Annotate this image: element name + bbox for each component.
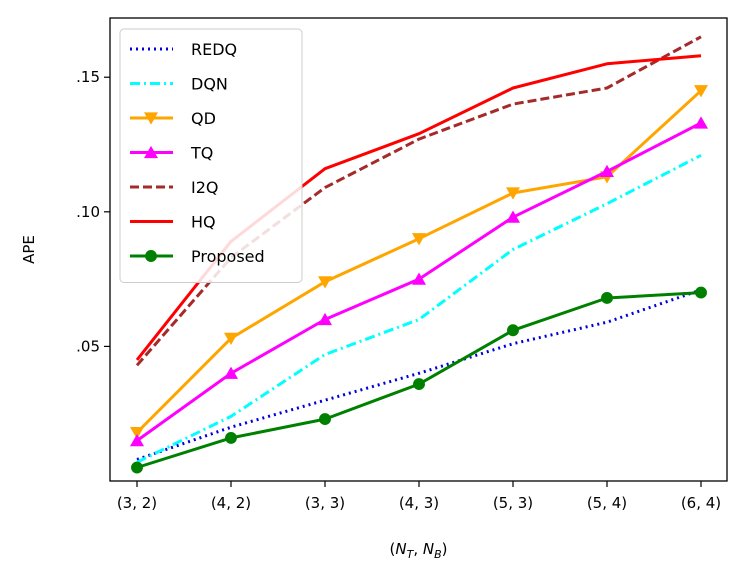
legend-label-hq: HQ [191,213,216,232]
series-redq [136,288,702,461]
y-tick-label: .05 [76,337,100,355]
legend-label-dqn: DQN [191,75,228,94]
legend-label-i2q: I2Q [191,178,219,197]
x-tick-label: (5, 3) [493,494,533,512]
data-point-tq [318,312,332,326]
x-tick-label: (4, 3) [399,494,439,512]
data-point-tq [506,210,520,223]
data-point-proposed [225,431,237,444]
data-point-qd [318,276,332,289]
series-i2q [135,35,702,367]
x-tick-label: (3, 2) [117,494,157,512]
y-tick-label: .10 [76,203,100,221]
legend-item-redq: REDQ [130,40,237,59]
data-point-proposed [601,292,613,304]
data-point-tq [412,272,426,285]
legend-label-qd: QD [191,109,216,128]
data-point-qd [506,187,520,200]
legend-item-hq: HQ [130,213,216,232]
x-axis-label: (NT, NB) [389,540,447,561]
data-point-tq [600,164,614,178]
x-tick-label: (4, 2) [211,494,251,512]
data-point-proposed [695,286,707,299]
data-point-proposed [131,461,143,474]
data-point-qd [130,426,144,440]
data-point-proposed [319,413,331,426]
data-point-tq [130,433,144,447]
series-line-i2q [135,35,702,367]
legend-item-i2q: I2Q [130,178,219,197]
series-dqn [136,153,702,464]
legend-marker-qd [144,112,158,125]
legend-item-qd: QD [130,109,216,128]
data-point-proposed [507,324,519,337]
legend-label-tq: TQ [190,144,213,163]
legend-marker-tq [144,145,158,159]
data-point-tq [224,366,238,379]
x-tick-label: (3, 3) [305,494,345,512]
data-point-tq [694,116,708,129]
legend-box [119,28,303,283]
y-tick-label: .15 [76,68,100,86]
legend-marker-proposed [145,250,157,262]
axes-layer: (3, 2) (4, 2) (3, 3) (4, 3) (5, 3) (5, 4) (6, … [76,68,721,512]
x-tick-label: (5, 4) [587,494,627,512]
data-point-proposed [413,378,425,391]
legend-item-tq: TQ [130,144,213,163]
x-tick-label: (6, 4) [681,494,721,512]
data-point-qd [694,85,708,98]
data-point-qd [412,233,426,246]
legend-label-redq: REDQ [191,40,237,59]
series-line-dqn [136,153,702,464]
series-proposed [131,286,707,474]
legend-item-proposed: Proposed [130,247,265,266]
legend: REDQ DQN QD TQ I2Q HQ Proposed [119,28,303,283]
y-axis-label: APE [20,235,38,264]
series-line-redq [136,288,702,461]
data-point-qd [224,332,238,345]
legend-item-dqn: DQN [130,75,228,94]
legend-label-proposed: Proposed [191,247,265,266]
series-tq [130,116,708,447]
